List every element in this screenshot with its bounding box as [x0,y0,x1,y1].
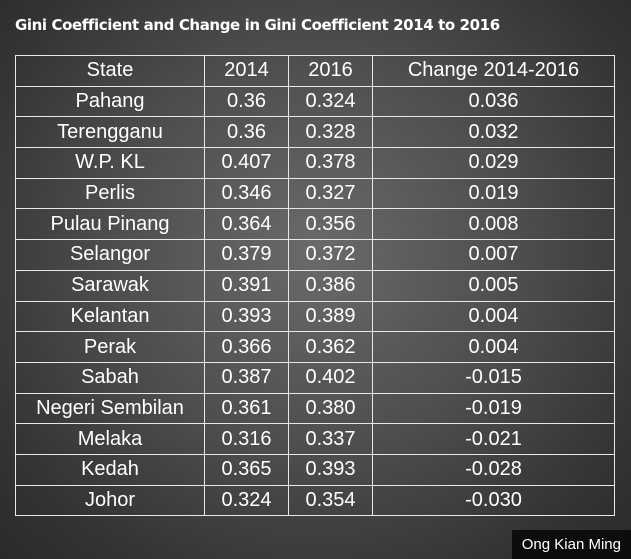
cell-change: 0.008 [372,208,615,241]
cell-state: Terengganu [15,116,205,149]
cell-2016: 0.328 [288,116,373,149]
cell-2014: 0.387 [204,361,289,394]
cell-2016: 0.378 [288,147,373,179]
cell-change: -0.021 [372,423,615,455]
cell-2016: 0.380 [288,392,373,425]
cell-state: Kelantan [15,300,205,333]
cell-state: W.P. KL [15,147,205,179]
table-row: W.P. KL 0.407 0.378 0.029 [15,147,615,179]
table-row: Terengganu 0.36 0.328 0.032 [15,116,615,149]
header-state: State [15,55,205,87]
header-2016: 2016 [288,55,373,87]
cell-2014: 0.361 [204,392,289,425]
cell-2016: 0.337 [288,423,373,455]
cell-state: Kedah [15,453,205,486]
cell-change: 0.007 [372,239,615,271]
cell-change: -0.019 [372,392,615,425]
table-row: Sabah 0.387 0.402 -0.015 [15,361,615,394]
table-row: Sarawak 0.391 0.386 0.005 [15,269,615,302]
cell-2016: 0.362 [288,331,373,363]
header-2014: 2014 [204,55,289,87]
cell-2016: 0.389 [288,300,373,333]
table-row: Kedah 0.365 0.393 -0.028 [15,453,615,486]
cell-change: -0.028 [372,453,615,486]
cell-2014: 0.365 [204,453,289,486]
cell-2016: 0.327 [288,177,373,210]
cell-state: Perlis [15,177,205,210]
cell-state: Melaka [15,423,205,455]
cell-2014: 0.36 [204,85,289,118]
table-row: Kelantan 0.393 0.389 0.004 [15,300,615,333]
table-row: Perlis 0.346 0.327 0.019 [15,177,615,210]
cell-state: Perak [15,331,205,363]
cell-state: Sabah [15,361,205,394]
gini-table: State 2014 2016 Change 2014-2016 Pahang 0… [15,55,615,517]
header-change: Change 2014-2016 [372,55,615,87]
cell-state: Negeri Sembilan [15,392,205,425]
cell-change: 0.005 [372,269,615,302]
cell-2016: 0.324 [288,85,373,118]
author-credit: Ong Kian Ming [511,530,631,559]
cell-change: 0.036 [372,85,615,118]
cell-change: -0.015 [372,361,615,394]
cell-2016: 0.402 [288,361,373,394]
cell-2016: 0.372 [288,239,373,271]
cell-state: Sarawak [15,269,205,302]
table-row: Selangor 0.379 0.372 0.007 [15,239,615,271]
table-row: Pulau Pinang 0.364 0.356 0.008 [15,208,615,241]
cell-change: 0.004 [372,300,615,333]
cell-state: Pahang [15,85,205,118]
table-row: Melaka 0.316 0.337 -0.021 [15,423,615,455]
cell-2014: 0.364 [204,208,289,241]
table-row: Negeri Sembilan 0.361 0.380 -0.019 [15,392,615,425]
cell-state: Johor [15,484,205,517]
table-row: Pahang 0.36 0.324 0.036 [15,85,615,118]
cell-state: Selangor [15,239,205,271]
cell-2016: 0.386 [288,269,373,302]
cell-2014: 0.324 [204,484,289,517]
cell-change: 0.032 [372,116,615,149]
cell-2014: 0.391 [204,269,289,302]
cell-change: 0.019 [372,177,615,210]
cell-2014: 0.393 [204,300,289,333]
cell-change: 0.029 [372,147,615,179]
table-body: Pahang 0.36 0.324 0.036 Terengganu 0.36 0.328 0… [15,85,615,517]
cell-2014: 0.36 [204,116,289,149]
chart-title: Gini Coefficient and Change in Gini Coef… [15,16,500,34]
cell-2016: 0.356 [288,208,373,241]
cell-2014: 0.346 [204,177,289,210]
table-row: Johor 0.324 0.354 -0.030 [15,484,615,517]
cell-2016: 0.354 [288,484,373,517]
cell-state: Pulau Pinang [15,208,205,241]
cell-change: 0.004 [372,331,615,363]
table-header-row: State 2014 2016 Change 2014-2016 [15,55,615,87]
cell-2016: 0.393 [288,453,373,486]
cell-2014: 0.379 [204,239,289,271]
cell-2014: 0.366 [204,331,289,363]
cell-2014: 0.316 [204,423,289,455]
cell-change: -0.030 [372,484,615,517]
cell-2014: 0.407 [204,147,289,179]
table-row: Perak 0.366 0.362 0.004 [15,331,615,363]
